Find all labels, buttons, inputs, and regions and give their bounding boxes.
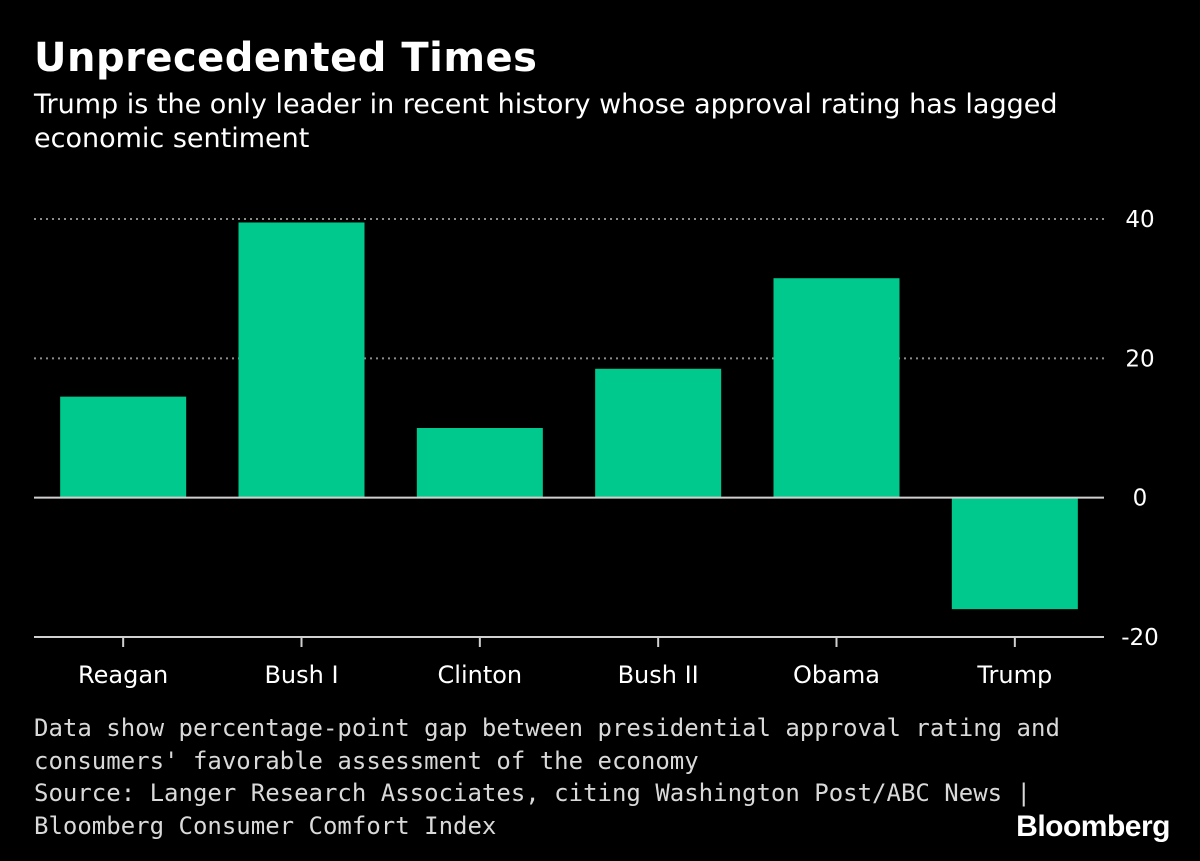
bar — [416, 428, 543, 498]
x-tick-label: Reagan — [78, 661, 168, 689]
footnote-line: Data show percentage-point gap between p… — [34, 714, 1060, 742]
y-tick-label: -20 — [1121, 625, 1159, 651]
source-line: Source: Langer Research Associates, citi… — [34, 779, 1031, 807]
bar — [595, 368, 722, 498]
source-line: Bloomberg Consumer Comfort Index — [34, 811, 497, 840]
footnote: Data show percentage-point gap between p… — [34, 712, 1060, 842]
x-tick-label: Obama — [793, 661, 880, 689]
x-tick-label: Trump — [976, 661, 1052, 689]
x-tick-label: Bush II — [618, 661, 699, 689]
chart-subtitle: Trump is the only leader in recent histo… — [34, 89, 1058, 154]
x-tick-label: Bush I — [264, 661, 338, 689]
y-tick-label: 0 — [1133, 486, 1148, 512]
y-tick-label: 20 — [1125, 346, 1154, 372]
x-tick-label: Clinton — [438, 661, 523, 689]
y-tick-label: 40 — [1125, 207, 1154, 233]
bar — [773, 278, 900, 498]
bar — [238, 222, 365, 498]
chart-title: Unprecedented Times — [34, 35, 538, 81]
bloomberg-logo: Bloomberg — [1016, 810, 1170, 843]
bar — [951, 497, 1078, 610]
bar — [60, 396, 187, 498]
footnote-line: consumers' favorable assessment of the e… — [34, 746, 699, 775]
